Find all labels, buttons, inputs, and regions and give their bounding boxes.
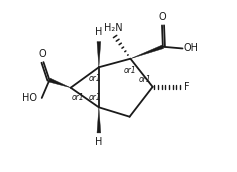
Text: or1: or1 [139, 75, 151, 84]
Polygon shape [97, 107, 101, 133]
Text: O: O [39, 49, 46, 59]
Text: H: H [95, 137, 103, 147]
Text: HO: HO [23, 93, 37, 103]
Polygon shape [49, 78, 71, 88]
Text: or1: or1 [88, 74, 101, 83]
Text: H: H [95, 27, 103, 37]
Text: F: F [184, 82, 190, 92]
Text: or1: or1 [72, 93, 85, 103]
Text: OH: OH [184, 44, 199, 53]
Polygon shape [97, 42, 101, 67]
Text: or1: or1 [124, 66, 137, 75]
Text: O: O [158, 12, 166, 22]
Text: H₂N: H₂N [104, 23, 123, 33]
Polygon shape [130, 45, 164, 59]
Text: or1: or1 [88, 93, 101, 102]
